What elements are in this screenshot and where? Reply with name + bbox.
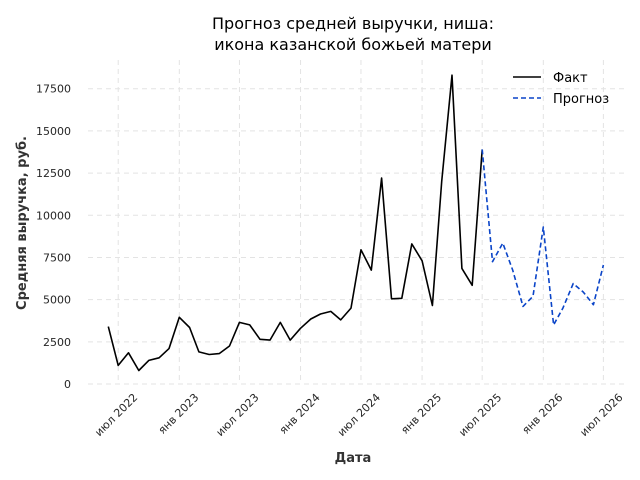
x-tick-label: июл 2024	[335, 391, 383, 439]
y-tick-label: 5000	[43, 294, 71, 307]
y-tick-label: 2500	[43, 336, 71, 349]
series-line-1	[481, 149, 605, 326]
x-tick-label: июл 2025	[456, 391, 504, 439]
x-axis-ticks: июл 2022 янв 2023 июл 2023 янв 2024 июл 2024…	[92, 391, 625, 439]
x-tick-label: янв 2026	[520, 391, 566, 437]
x-tick-label: янв 2023	[156, 391, 202, 437]
y-axis-label: Средняя выручка, руб.	[15, 136, 30, 310]
y-tick-label: 0	[64, 378, 71, 391]
x-tick-label: июл 2023	[214, 391, 262, 439]
series-lines	[107, 74, 605, 372]
y-tick-label: 10000	[36, 209, 71, 222]
y-tick-label: 7500	[43, 251, 71, 264]
y-tick-label: 15000	[36, 125, 71, 138]
x-tick-label: июл 2026	[577, 391, 625, 439]
x-tick-label: янв 2025	[398, 391, 444, 437]
series-line-0	[107, 74, 483, 372]
x-tick-label: янв 2024	[277, 391, 323, 437]
y-tick-label: 17500	[36, 83, 71, 96]
y-tick-label: 12500	[36, 167, 71, 180]
x-tick-label: июл 2022	[92, 391, 140, 439]
legend-label: Прогноз	[553, 92, 609, 107]
y-axis-ticks: 0 2500 5000 7500 10000 12500 15000 17500	[36, 83, 71, 391]
grid	[88, 60, 624, 385]
chart-title-line-2: икона казанской божьей матери	[214, 35, 492, 54]
legend-label: Факт	[553, 71, 588, 86]
legend: Факт Прогноз	[513, 71, 609, 107]
chart-title-line-1: Прогноз средней выручки, ниша:	[212, 14, 494, 33]
x-axis-label: Дата	[335, 451, 372, 466]
chart-title: Прогноз средней выручки, ниша: икона каз…	[212, 14, 494, 54]
